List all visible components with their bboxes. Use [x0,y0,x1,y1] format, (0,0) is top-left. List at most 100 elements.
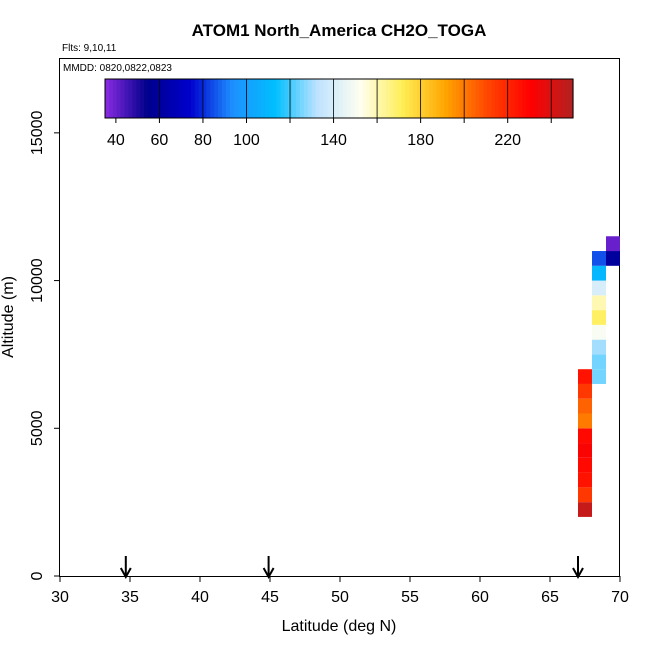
colorbar-swatch [428,79,434,118]
x-tick-label: 45 [261,589,279,606]
colorbar-swatch [452,79,457,118]
colorbar-swatch [124,79,129,118]
colorbar-swatch [510,79,516,118]
colorbar-swatch [385,79,391,118]
x-tick-label: 55 [401,589,419,606]
colorbar-swatch [264,79,270,118]
data-cell [578,383,592,399]
colorbar-swatch [354,79,360,118]
colorbar-swatch [249,79,254,118]
colorbar-swatch [190,79,196,118]
y-tick-label: 10000 [29,258,46,303]
data-cell [578,398,592,414]
colorbar-swatch [147,79,153,118]
colorbar-swatch [319,79,324,118]
colorbar-swatch [417,79,422,118]
y-tick-label: 15000 [29,111,46,156]
colorbar-swatch [300,79,305,118]
colorbar-swatch [467,79,473,118]
colorbar-swatch [257,79,262,118]
colorbar-swatch [327,79,332,118]
colorbar-swatch [362,79,367,118]
data-cell [592,369,606,384]
colorbar-swatch [272,79,278,118]
data-cell [578,369,592,384]
colorbar-swatch [436,79,441,118]
flights-label: Flts: 9,10,11 [62,43,117,54]
colorbar-tick-label: 220 [494,132,521,149]
data-cell [592,295,606,311]
data-cell [578,472,592,488]
colorbar-swatch [370,79,375,118]
colorbar-swatch [358,79,363,118]
colorbar-swatch [537,79,543,118]
colorbar-swatch [444,79,449,118]
colorbar-swatch [202,79,207,118]
colorbar-swatch [214,79,219,118]
data-cells [578,236,620,517]
colorbar-swatch [541,79,547,118]
x-tick-label: 35 [121,589,139,606]
data-cell [592,339,606,355]
x-tick-label: 50 [331,589,349,606]
colorbar-swatch [557,79,562,118]
colorbar-swatch [315,79,321,118]
colorbar-swatch [280,79,285,118]
data-cell [592,280,606,296]
colorbar-swatch [374,79,379,118]
y-tick-label: 5000 [29,410,46,446]
x-axis: 30 35 40 45 50 55 60 65 70 [51,576,629,606]
colorbar-swatch [241,79,246,118]
colorbar-swatch [393,79,399,118]
colorbar-swatch [553,79,558,118]
colorbar-swatch [459,79,465,118]
data-cell [592,310,606,325]
colorbar-swatch [144,79,149,118]
colorbar-swatch [471,79,477,118]
colorbar-tick-label: 80 [194,132,212,149]
colorbar-swatch [456,79,461,118]
x-tick-label: 60 [471,589,489,606]
colorbar-swatch [549,79,555,118]
colorbar-swatch [120,79,126,118]
colorbar-swatch [397,79,402,118]
colorbar-swatch [323,79,328,118]
colorbar-swatch [366,79,371,118]
colorbar-swatch [514,79,519,118]
colorbar-swatch [381,79,387,118]
colorbar-swatch [128,79,133,118]
colorbar-swatch [179,79,184,118]
data-cell [578,413,592,429]
colorbar-swatch [335,79,340,118]
colorbar-swatch [233,79,239,118]
colorbar-swatch [296,79,301,118]
colorbar-swatch [561,79,566,118]
x-tick-label: 70 [611,589,629,606]
colorbar-swatch [183,79,188,118]
colorbar-tick-label: 180 [407,132,434,149]
colorbar-swatch [498,79,504,118]
colorbar-swatch [405,79,410,118]
colorbar-swatch [463,79,469,118]
colorbar-swatch [378,79,383,118]
colorbar-swatch [339,79,344,118]
data-cell [592,265,606,281]
data-cell [592,251,606,266]
colorbar-swatch [284,79,289,118]
colorbar-swatch [132,79,137,118]
colorbar-swatch [186,79,192,118]
colorbar-swatch [409,79,414,118]
colorbar-swatch [288,79,293,118]
colorbar-tick-label: 40 [107,132,125,149]
colorbar-swatch [487,79,492,118]
colorbar-swatch [222,79,227,118]
colorbar-swatch [136,79,141,118]
colorbar-swatch [530,79,535,118]
colorbar-swatch [518,79,523,118]
colorbar-swatch [491,79,496,118]
colorbar-swatch [276,79,282,118]
colorbar-swatch [237,79,243,118]
colorbar-swatch [198,79,204,118]
data-cell [606,251,620,266]
